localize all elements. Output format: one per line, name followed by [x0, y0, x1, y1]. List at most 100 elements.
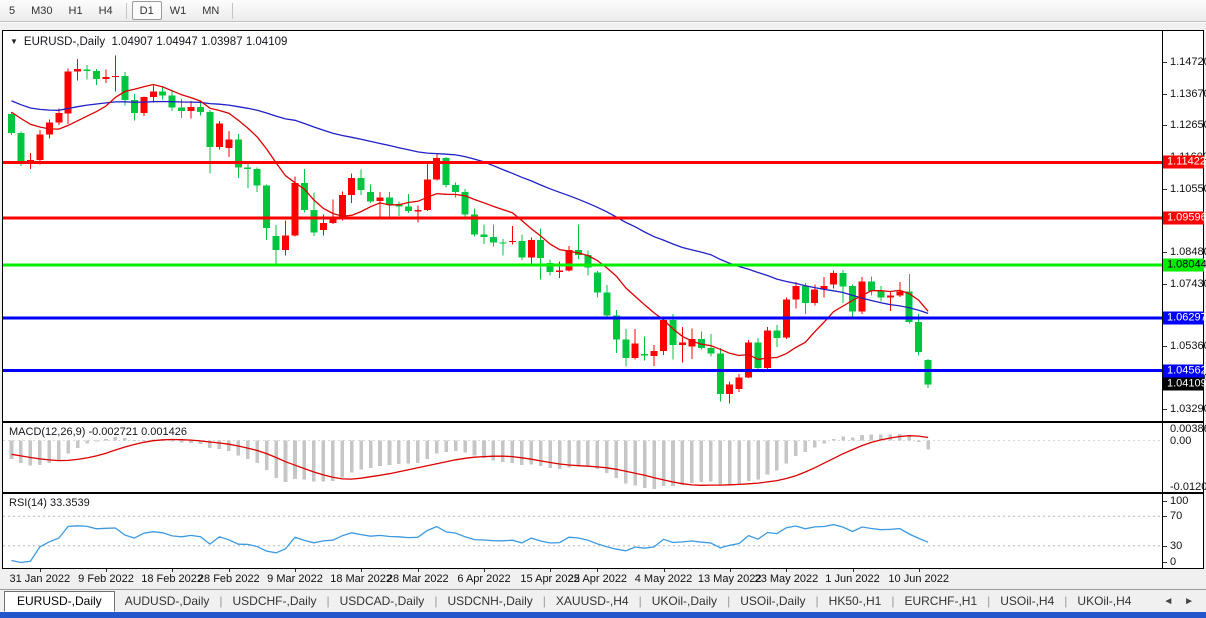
macd-panel[interactable]: MACD(12,26,9) -0.002721 0.001426: [3, 423, 1163, 492]
chart-title: ▼ EURUSD-,Daily 1.04907 1.04947 1.03987 1…: [10, 36, 287, 48]
rsi-axis-label: 0: [1170, 556, 1177, 568]
chart-tab-eurchf-h1[interactable]: EURCHF-,H1: [904, 593, 978, 608]
date-label: 9 Mar 2022: [267, 573, 323, 585]
price-tick-dash: [1163, 346, 1167, 348]
price-tick-label: 1.08480: [1170, 245, 1206, 258]
rsi-tick-dash: [1163, 501, 1167, 502]
rsi-label: RSI(14) 33.3539: [9, 497, 90, 509]
tab-separator: |: [891, 594, 895, 608]
tab-separator: |: [326, 594, 330, 608]
chart-window: ▼ EURUSD-,Daily 1.04907 1.04947 1.03987 1…: [2, 30, 1206, 569]
main-chart-panel[interactable]: [3, 31, 1163, 421]
date-label: 6 Apr 2022: [457, 573, 511, 585]
date-axis[interactable]: 31 Jan 2022 9 Feb 2022 18 Feb 2022 28 Feb 2…: [0, 569, 1206, 589]
price-line-badge: 1.08044: [1163, 258, 1206, 272]
date-label: 25 Apr 2022: [567, 573, 628, 585]
date-label: 4 May 2022: [634, 573, 693, 585]
date-tick: [786, 569, 788, 572]
taskbar-strip: [0, 612, 1206, 618]
date-tick: [39, 569, 41, 572]
ohlc-low: 1.03987: [201, 36, 243, 48]
ohlc-open: 1.04907: [111, 36, 154, 48]
chart-tab-usdchf-daily[interactable]: USDCHF-,Daily: [232, 593, 317, 608]
chart-tab-ukoil-daily[interactable]: UKOil-,Daily: [651, 593, 718, 608]
date-label: 28 Feb 2022: [197, 573, 260, 585]
chart-tab-audusd-daily[interactable]: AUDUSD-,Daily: [124, 593, 210, 608]
chart-tab-usoil-h4[interactable]: USOil-,H4: [1000, 593, 1055, 608]
macd-axis-label: 0.00: [1170, 434, 1192, 447]
price-tick-dash: [1163, 125, 1167, 127]
macd-label: MACD(12,26,9) -0.002721 0.001426: [9, 426, 187, 438]
chart-tab-xauusd-h4[interactable]: XAUUSD-,H4: [555, 593, 629, 608]
date-tick: [597, 569, 599, 572]
rsi-chart[interactable]: [3, 494, 1163, 568]
collapse-triangle-icon[interactable]: ▼: [10, 37, 18, 46]
price-tick-label: 1.05360: [1170, 340, 1206, 353]
macd-axis-label: -0.01208: [1170, 480, 1206, 493]
tab-scroll-arrows[interactable]: ◄ ►: [1163, 595, 1198, 607]
date-tick: [484, 569, 485, 572]
date-label: 15 Apr 2022: [520, 573, 580, 585]
chart-symbol-label: EURUSD-,Daily: [23, 36, 106, 48]
rsi-panel[interactable]: RSI(14) 33.3539: [3, 494, 1163, 568]
candles-layer: [8, 55, 932, 404]
macd-histogram: [9, 433, 930, 489]
date-label: 31 Jan 2022: [9, 573, 71, 585]
chart-tab-ukoil-h4[interactable]: UKOil-,H4: [1077, 593, 1132, 608]
tab-separator: |: [434, 594, 438, 608]
rsi-axis-label: 30: [1170, 539, 1183, 552]
date-tick: [295, 569, 296, 572]
timeframe-button-5[interactable]: 5: [9, 4, 16, 17]
macd-signal-line: [11, 435, 929, 486]
rsi-tick-dash: [1163, 545, 1167, 547]
ohlc-high: 1.04947: [156, 36, 198, 48]
price-line-badge: 1.06297: [1163, 311, 1206, 325]
price-tick-dash: [1163, 62, 1167, 64]
date-label: 23 May 2022: [754, 573, 819, 585]
price-tick-dash: [1163, 409, 1167, 411]
chart-tab-usdcnh-daily[interactable]: USDCNH-,Daily: [447, 593, 533, 608]
macd-axis-label: 0.003865: [1170, 423, 1206, 435]
panel-separator[interactable]: [3, 492, 1203, 494]
chart-tab-usdcad-daily[interactable]: USDCAD-,Daily: [339, 593, 425, 608]
tab-separator: |: [638, 594, 642, 608]
price-tick-dash: [1163, 188, 1167, 190]
timeframe-button-mn[interactable]: MN: [202, 4, 220, 17]
timeframe-button-w1[interactable]: W1: [169, 4, 187, 17]
ohlc-close: 1.04109: [245, 36, 288, 48]
date-label: 9 Feb 2022: [78, 573, 134, 585]
tab-separator: |: [219, 594, 223, 608]
date-tick: [663, 569, 665, 572]
timeframe-button-m30[interactable]: M30: [31, 4, 53, 17]
timeframe-button-h4[interactable]: H4: [98, 4, 113, 17]
price-scale[interactable]: 1.147201.136701.126501.116001.105501.084…: [1162, 31, 1206, 568]
date-tick: [729, 569, 731, 572]
chart-tab-usoil-daily[interactable]: USOil-,Daily: [740, 593, 806, 608]
price-tick-label: 1.12650: [1170, 119, 1206, 132]
date-label: 10 Jun 2022: [888, 573, 949, 585]
price-tick-label: 1.10550: [1170, 182, 1206, 195]
price-line-badge: 1.11422: [1163, 155, 1206, 169]
tab-separator: |: [987, 594, 991, 608]
price-line-badge: 1.09596: [1163, 211, 1206, 225]
rsi-line: [11, 523, 929, 564]
date-tick: [361, 569, 363, 572]
price-line-badge: 1.04109: [1163, 377, 1206, 391]
date-label: 18 Mar 2022: [330, 573, 392, 585]
chart-tab-eurusd-daily[interactable]: EURUSD-,Daily: [4, 590, 115, 612]
tab-separator: |: [727, 594, 731, 608]
price-tick-label: 1.14720: [1170, 56, 1206, 69]
toolbar-shadow: [0, 22, 1206, 23]
date-tick: [228, 569, 230, 572]
panel-separator[interactable]: [3, 421, 1203, 423]
macd-chart[interactable]: [3, 423, 1163, 492]
date-tick: [918, 569, 920, 572]
timeframe-button-h1[interactable]: H1: [68, 4, 83, 17]
tab-separator: |: [542, 594, 546, 608]
chart-tab-hk50-h1[interactable]: HK50-,H1: [828, 593, 882, 608]
candlestick-chart[interactable]: [3, 31, 1163, 421]
price-tick-label: 1.03290: [1170, 403, 1206, 416]
timeframe-button-d1[interactable]: D1: [131, 1, 162, 20]
toolbar-separator: [232, 2, 234, 19]
price-tick-label: 1.13670: [1170, 88, 1206, 101]
